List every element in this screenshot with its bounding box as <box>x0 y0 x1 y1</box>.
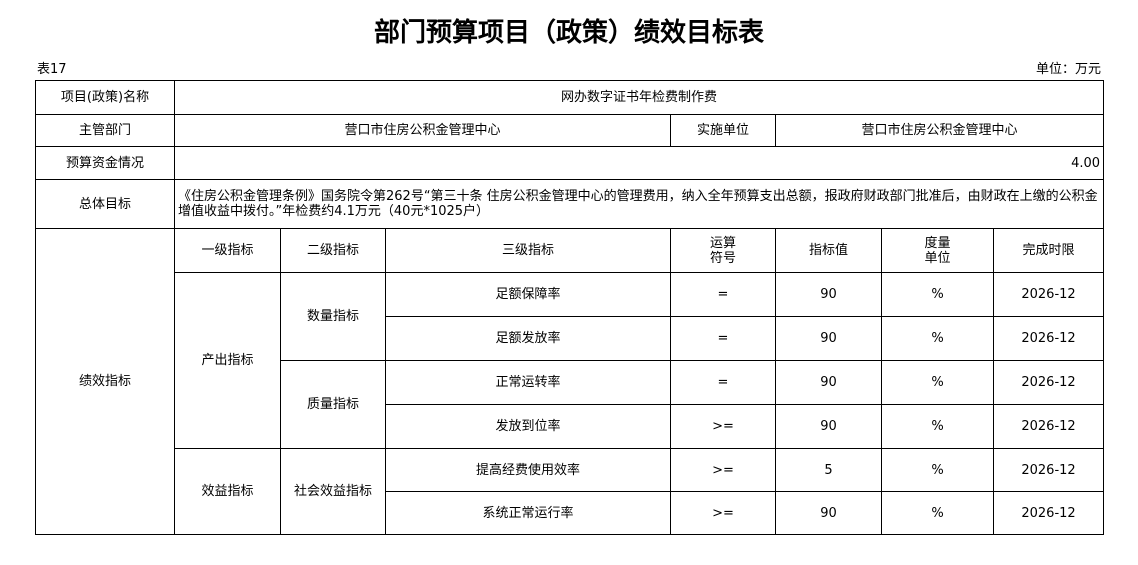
level1-cell: 产出指标 <box>174 272 281 449</box>
indicator-deadline: 2026-12 <box>992 491 1105 535</box>
header-cell: 度量 单位 <box>881 228 994 273</box>
indicator-name: 系统正常运行率 <box>385 491 671 535</box>
indicator-op: >= <box>670 491 776 535</box>
goal-label: 总体目标 <box>35 179 175 229</box>
header-cell: 二级指标 <box>280 228 386 273</box>
impl: 营口市住房公积金管理中心 <box>774 114 1105 147</box>
header-cell: 一级指标 <box>174 228 281 273</box>
page-title: 部门预算项目（政策）绩效目标表 <box>373 18 764 48</box>
unit-label: 单位：万元 <box>1035 62 1101 77</box>
dept: 营口市住房公积金管理中心 <box>174 114 671 147</box>
indicator-deadline: 2026-12 <box>992 404 1105 449</box>
indicator-value: 90 <box>775 360 882 405</box>
level2-cell: 数量指标 <box>280 272 386 361</box>
header-cell: 指标值 <box>775 228 882 273</box>
indicator-op: = <box>670 360 776 405</box>
indicator-op: >= <box>670 448 776 492</box>
indicator-op: = <box>670 272 776 317</box>
performance-table: 项目(政策)名称 网办数字证书年检费制作费 主管部门 营口市住房公积金管理中心 … <box>35 80 1105 535</box>
level1-cell: 效益指标 <box>174 448 281 535</box>
indicator-unit: % <box>881 272 994 317</box>
table-number: 表17 <box>37 62 67 77</box>
indicator-value: 90 <box>775 316 882 361</box>
indicator-value: 90 <box>775 404 882 449</box>
indicator-deadline: 2026-12 <box>992 272 1105 317</box>
project-name-label: 项目(政策)名称 <box>35 80 175 115</box>
indicator-name: 正常运转率 <box>385 360 671 405</box>
indicator-name: 发放到位率 <box>385 404 671 449</box>
indicator-name: 足额发放率 <box>385 316 671 361</box>
perf-label: 绩效指标 <box>35 228 175 535</box>
indicator-unit: % <box>881 360 994 405</box>
level2-cell: 质量指标 <box>280 360 386 449</box>
budget-label: 预算资金情况 <box>35 146 175 180</box>
level2-cell: 社会效益指标 <box>280 448 386 535</box>
impl-label: 实施单位 <box>670 114 776 147</box>
header-cell: 运算 符号 <box>670 228 776 273</box>
goal: 《住房公积金管理条例》国务院令第262号“第三十条 住房公积金管理中心的管理费用… <box>173 179 1105 229</box>
indicator-deadline: 2026-12 <box>992 448 1105 492</box>
indicator-deadline: 2026-12 <box>992 316 1105 361</box>
indicator-op: = <box>670 316 776 361</box>
budget: 4.00 <box>173 146 1105 180</box>
indicator-unit: % <box>881 448 994 492</box>
indicator-unit: % <box>881 491 994 535</box>
indicator-deadline: 2026-12 <box>992 360 1105 405</box>
indicator-value: 5 <box>775 448 882 492</box>
header-cell: 完成时限 <box>992 228 1105 273</box>
project-name: 网办数字证书年检费制作费 <box>173 80 1105 115</box>
indicator-value: 90 <box>775 491 882 535</box>
dept-label: 主管部门 <box>35 114 175 147</box>
header-cell: 三级指标 <box>385 228 671 273</box>
indicator-unit: % <box>881 316 994 361</box>
indicator-name: 提高经费使用效率 <box>385 448 671 492</box>
indicator-op: >= <box>670 404 776 449</box>
indicator-value: 90 <box>775 272 882 317</box>
indicator-name: 足额保障率 <box>385 272 671 317</box>
indicator-unit: % <box>881 404 994 449</box>
